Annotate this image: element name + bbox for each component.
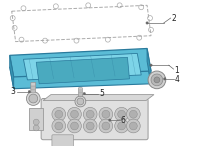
- Circle shape: [99, 107, 113, 121]
- Circle shape: [33, 125, 39, 131]
- Circle shape: [154, 77, 160, 83]
- Circle shape: [109, 119, 111, 121]
- Polygon shape: [23, 53, 141, 80]
- Circle shape: [52, 107, 66, 121]
- FancyBboxPatch shape: [78, 88, 82, 97]
- Circle shape: [75, 96, 86, 107]
- FancyBboxPatch shape: [41, 98, 148, 140]
- Text: 2: 2: [172, 14, 176, 23]
- Polygon shape: [43, 95, 154, 101]
- Circle shape: [55, 122, 63, 130]
- Circle shape: [33, 119, 39, 125]
- Circle shape: [151, 74, 163, 86]
- Circle shape: [146, 22, 148, 24]
- Circle shape: [150, 64, 152, 66]
- Polygon shape: [10, 49, 151, 77]
- Circle shape: [164, 78, 166, 80]
- Text: 5: 5: [99, 89, 104, 98]
- Circle shape: [126, 119, 140, 133]
- Circle shape: [148, 71, 166, 89]
- Text: 6: 6: [121, 116, 125, 125]
- Circle shape: [55, 110, 63, 118]
- Text: 3: 3: [11, 87, 16, 96]
- Text: 4: 4: [175, 75, 179, 84]
- Circle shape: [126, 107, 140, 121]
- Circle shape: [29, 94, 38, 103]
- Circle shape: [118, 110, 126, 118]
- Text: 1: 1: [175, 66, 179, 75]
- FancyBboxPatch shape: [31, 82, 36, 92]
- Circle shape: [102, 110, 110, 118]
- Circle shape: [118, 122, 126, 130]
- Polygon shape: [10, 55, 14, 89]
- Circle shape: [129, 110, 137, 118]
- Circle shape: [28, 90, 31, 93]
- Circle shape: [86, 122, 94, 130]
- Circle shape: [99, 119, 113, 133]
- Circle shape: [129, 122, 137, 130]
- Circle shape: [102, 122, 110, 130]
- Polygon shape: [36, 57, 129, 84]
- Polygon shape: [147, 49, 151, 84]
- Circle shape: [83, 92, 85, 95]
- Circle shape: [52, 119, 66, 133]
- Circle shape: [26, 92, 40, 105]
- Circle shape: [68, 107, 81, 121]
- Circle shape: [71, 110, 78, 118]
- Circle shape: [83, 107, 97, 121]
- Circle shape: [68, 119, 81, 133]
- Circle shape: [86, 110, 94, 118]
- Polygon shape: [10, 61, 151, 89]
- FancyBboxPatch shape: [52, 135, 74, 147]
- Circle shape: [83, 119, 97, 133]
- Circle shape: [115, 119, 128, 133]
- Circle shape: [71, 122, 78, 130]
- Circle shape: [77, 98, 84, 105]
- Circle shape: [115, 107, 128, 121]
- Polygon shape: [29, 108, 43, 130]
